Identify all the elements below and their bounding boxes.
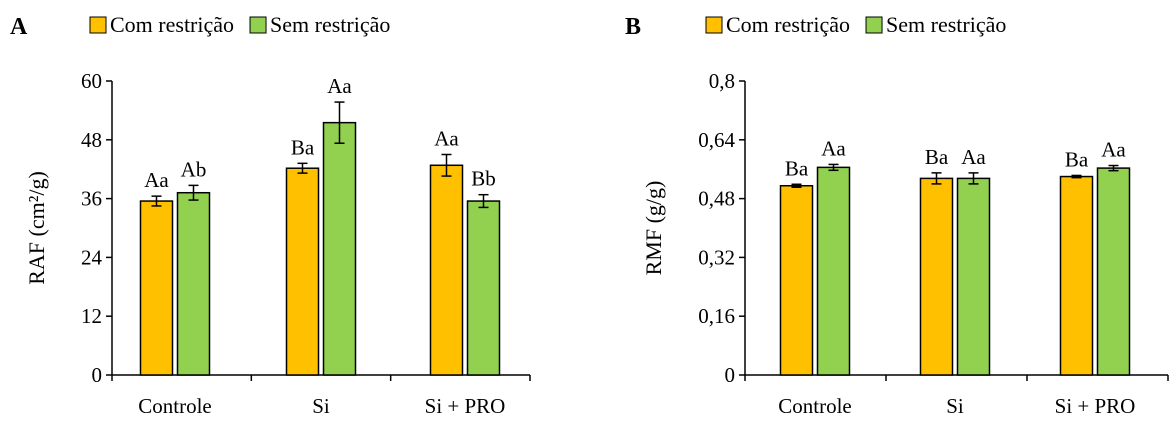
- legend-swatch: [705, 16, 723, 34]
- x-category-label: Si: [312, 394, 330, 418]
- x-category-label: Si: [946, 394, 964, 418]
- legend-swatch: [249, 16, 267, 34]
- bar: [285, 167, 320, 376]
- y-tick-label: 12: [81, 304, 102, 328]
- x-category-label: Si + PRO: [1055, 394, 1136, 418]
- bar: [322, 121, 357, 376]
- y-axis-title: RAF (cm²/g): [24, 171, 49, 285]
- bar: [1059, 175, 1094, 376]
- y-tick-label: 36: [81, 187, 102, 211]
- legend-label: Sem restrição: [270, 12, 390, 37]
- legend-label: Com restrição: [110, 12, 234, 37]
- x-category-label: Controle: [778, 394, 852, 418]
- bar: [779, 184, 814, 376]
- significance-label: Aa: [961, 145, 986, 169]
- significance-label: Aa: [434, 127, 459, 151]
- significance-label: Ba: [925, 145, 949, 169]
- y-tick-label: 0: [92, 363, 103, 387]
- legend-label: Sem restrição: [886, 12, 1006, 37]
- significance-label: Aa: [144, 168, 169, 192]
- bar: [176, 191, 211, 376]
- significance-label: Bb: [471, 167, 496, 191]
- x-category-label: Si + PRO: [425, 394, 506, 418]
- chart-panel-a: A Com restrição Sem restrição 0 12 24 36 48 60 RA…: [10, 12, 531, 418]
- y-tick-label: 0,48: [698, 187, 735, 211]
- significance-label: Aa: [1101, 138, 1126, 162]
- bar: [139, 200, 174, 376]
- legend-swatch: [865, 16, 883, 34]
- bar: [466, 200, 501, 376]
- y-tick-label: 0,32: [698, 245, 735, 269]
- bar: [919, 177, 954, 376]
- significance-label: Ba: [1065, 147, 1089, 171]
- panel-letter: A: [10, 14, 28, 40]
- y-tick-label: 48: [81, 128, 102, 152]
- bar: [816, 166, 851, 376]
- bar: [429, 164, 464, 376]
- y-tick-label: 0,64: [698, 128, 735, 152]
- significance-label: Ba: [785, 156, 809, 180]
- significance-label: Ab: [181, 157, 207, 181]
- legend-label: Com restrição: [726, 12, 850, 37]
- y-tick-label: 24: [81, 245, 103, 269]
- y-tick-label: 0,16: [698, 304, 735, 328]
- bar: [956, 177, 991, 376]
- legend-swatch: [89, 16, 107, 34]
- significance-label: Ba: [291, 135, 315, 159]
- bar: [1096, 167, 1131, 376]
- chart-panel-b: B Com restrição Sem restrição 0 0,16 0,32 0,48…: [625, 12, 1169, 418]
- y-tick-label: 0,8: [709, 69, 735, 93]
- panel-letter: B: [625, 14, 641, 40]
- significance-label: Aa: [327, 74, 352, 98]
- significance-label: Aa: [821, 136, 846, 160]
- y-axis-title: RMF (g/g): [641, 181, 666, 276]
- y-tick-label: 60: [81, 69, 102, 93]
- y-tick-label: 0: [725, 363, 736, 387]
- x-category-label: Controle: [138, 394, 212, 418]
